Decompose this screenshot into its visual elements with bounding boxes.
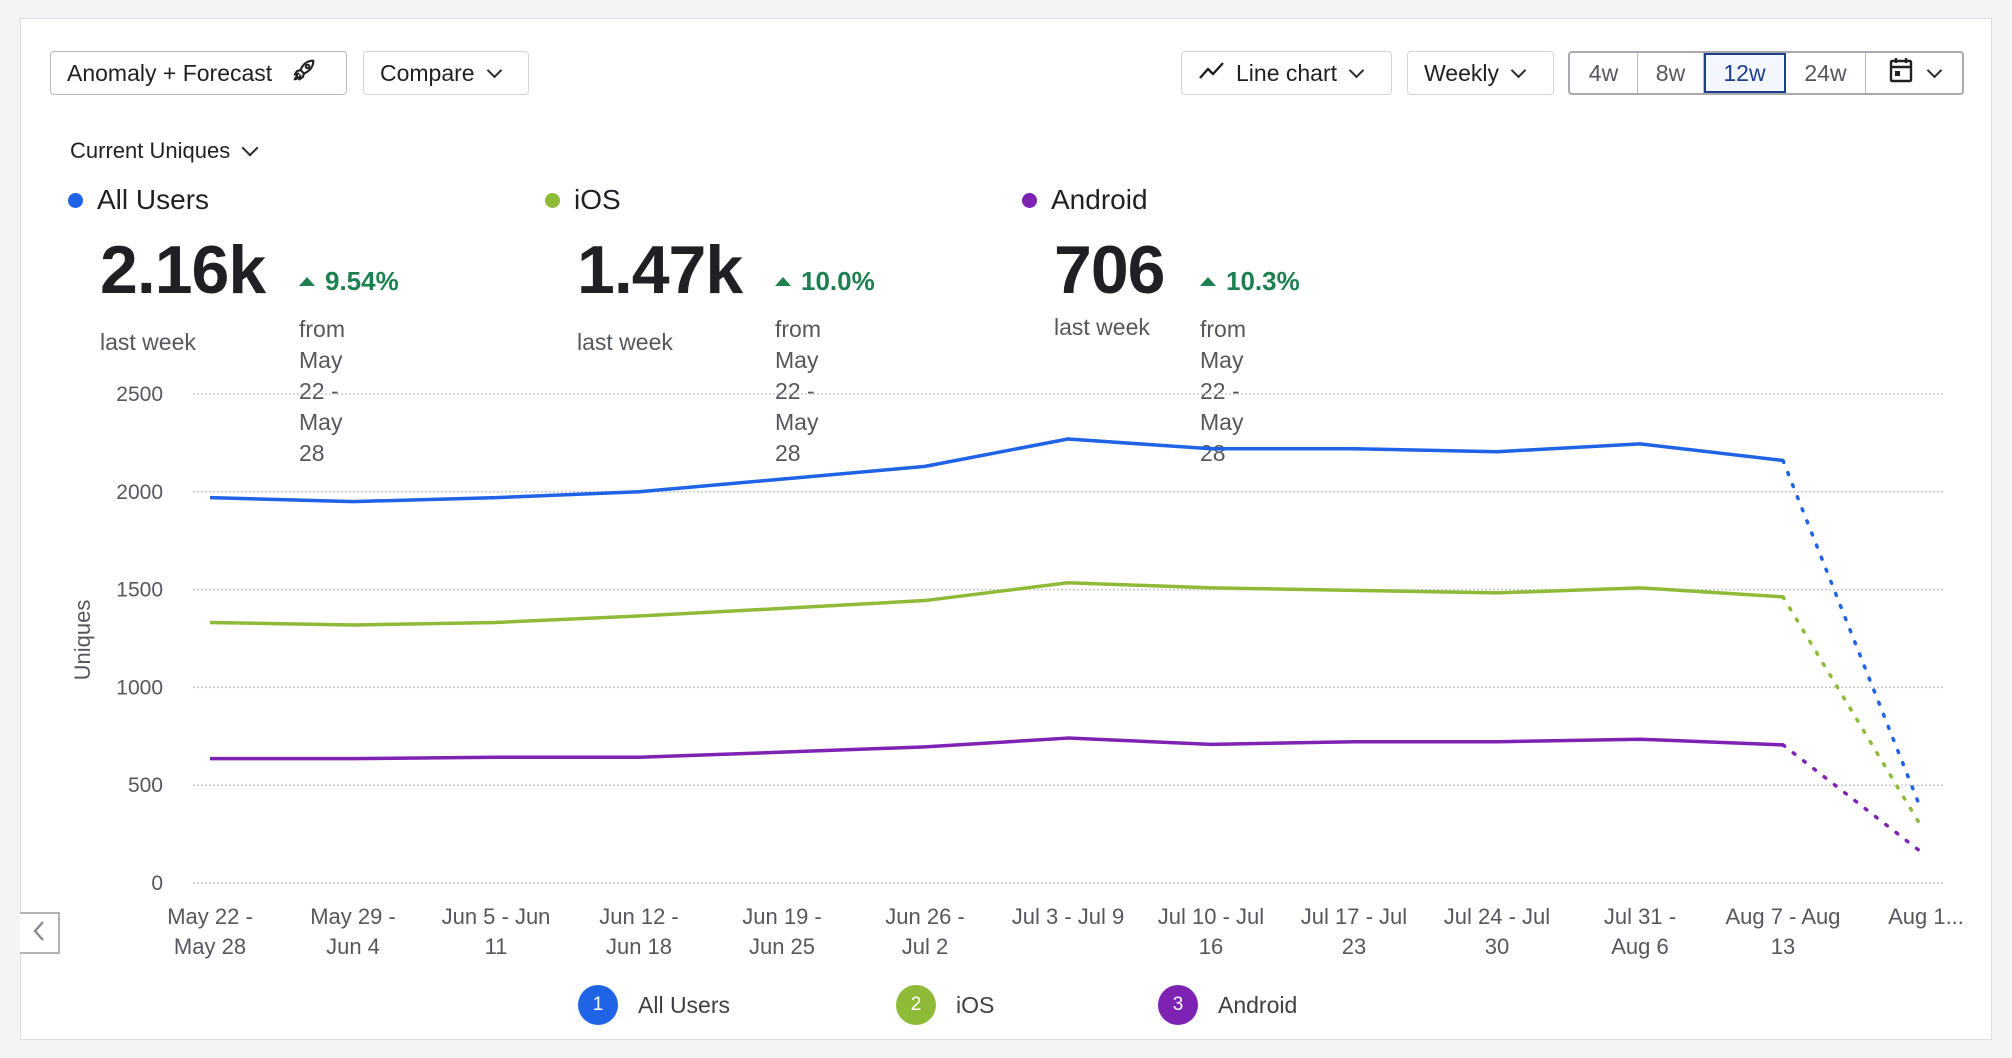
series-value: 1.47k bbox=[577, 232, 743, 308]
series-line-ios bbox=[209, 581, 1784, 627]
legend-item-ios[interactable]: 2 iOS bbox=[896, 985, 994, 1025]
interval-label: Weekly bbox=[1424, 59, 1499, 86]
y-tick-label: 2000 bbox=[116, 481, 163, 504]
series-delta: 9.54% bbox=[299, 266, 399, 297]
legend-badge: 1 bbox=[578, 985, 618, 1025]
series-period: last week bbox=[1054, 314, 1150, 340]
x-tick-label: Jul 17 - Jul bbox=[1301, 904, 1407, 929]
x-tick-label: Aug 7 - Aug bbox=[1726, 904, 1841, 929]
forecast-line-all-users bbox=[1781, 458, 1922, 809]
collapse-panel-button[interactable] bbox=[20, 912, 60, 954]
chart-type-dropdown[interactable]: Line chart bbox=[1181, 51, 1392, 95]
series-color-dot bbox=[545, 192, 560, 208]
series-comparison-period: from May 22 - May 28 bbox=[299, 316, 345, 466]
forecast-line-android bbox=[1781, 743, 1922, 853]
chart-type-label: Line chart bbox=[1236, 59, 1338, 86]
x-tick-label: May 28 bbox=[174, 934, 246, 959]
x-tick-label: Jun 4 bbox=[326, 934, 380, 959]
compare-dropdown[interactable]: Compare bbox=[363, 51, 529, 95]
chevron-left-icon bbox=[32, 920, 46, 947]
interval-dropdown[interactable]: Weekly bbox=[1407, 51, 1554, 95]
series-color-dot bbox=[1022, 192, 1037, 208]
x-tick-label: Jul 2 bbox=[902, 934, 948, 959]
calendar-icon bbox=[1889, 57, 1913, 89]
y-tick-label: 500 bbox=[128, 774, 163, 797]
date-range-selector: 4w 8w 12w 24w bbox=[1568, 51, 1964, 95]
compare-label: Compare bbox=[380, 59, 475, 86]
legend-badge: 3 bbox=[1158, 985, 1198, 1025]
series-value: 2.16k bbox=[100, 232, 266, 308]
trend-up-icon bbox=[775, 277, 791, 286]
y-tick-label: 0 bbox=[151, 872, 163, 895]
x-tick-label: Jul 3 - Jul 9 bbox=[1012, 904, 1125, 929]
series-line-android bbox=[210, 736, 1784, 761]
x-tick-label: Aug 6 bbox=[1611, 934, 1669, 959]
x-tick-label: Jun 12 - bbox=[599, 904, 679, 929]
legend-label: Android bbox=[1218, 991, 1298, 1018]
series-value: 706 bbox=[1054, 232, 1165, 308]
x-tick-label: Jun 19 - bbox=[742, 904, 822, 929]
legend-label: All Users bbox=[638, 991, 731, 1018]
x-tick-label: Jun 18 bbox=[606, 934, 672, 959]
series-period: last week bbox=[577, 329, 673, 355]
series-comparison-period: from May 22 - May 28 bbox=[1200, 316, 1246, 466]
range-8w[interactable]: 8w bbox=[1638, 53, 1704, 93]
series-name: All Users bbox=[68, 184, 209, 216]
forecast-line-ios bbox=[1781, 595, 1922, 827]
x-tick-label: 11 bbox=[485, 934, 508, 959]
range-4w[interactable]: 4w bbox=[1570, 53, 1638, 93]
y-axis-label: Uniques bbox=[70, 600, 95, 681]
range-24w[interactable]: 24w bbox=[1786, 53, 1866, 93]
range-12w[interactable]: 12w bbox=[1704, 53, 1786, 93]
x-tick-label: Jun 5 - Jun bbox=[442, 904, 551, 929]
rocket-icon bbox=[290, 56, 318, 90]
x-tick-label: Jun 25 bbox=[749, 934, 815, 959]
custom-date-dropdown[interactable] bbox=[1866, 53, 1962, 93]
series-line-all-users bbox=[209, 437, 1784, 504]
series-color-dot bbox=[68, 192, 83, 208]
x-tick-label: 13 bbox=[1771, 934, 1795, 959]
x-tick-label: Aug 1... bbox=[1888, 904, 1964, 929]
series-delta: 10.3% bbox=[1200, 266, 1300, 297]
legend-item-android[interactable]: 3 Android bbox=[1158, 985, 1297, 1025]
x-tick-label: 30 bbox=[1485, 934, 1509, 959]
series-name: Android bbox=[1022, 184, 1148, 216]
x-tick-label: Jul 10 - Jul bbox=[1158, 904, 1264, 929]
series-delta: 10.0% bbox=[775, 266, 875, 297]
series-name: iOS bbox=[545, 184, 621, 216]
x-tick-label: May 29 - bbox=[310, 904, 396, 929]
x-tick-label: 23 bbox=[1342, 934, 1366, 959]
series-period: last week bbox=[100, 329, 196, 355]
x-tick-label: May 22 - bbox=[167, 904, 253, 929]
chart-card bbox=[20, 18, 1992, 1040]
x-tick-label: 16 bbox=[1199, 934, 1223, 959]
legend-label: iOS bbox=[956, 991, 995, 1018]
x-tick-label: Jul 24 - Jul bbox=[1444, 904, 1550, 929]
y-tick-label: 1500 bbox=[116, 579, 163, 602]
x-tick-label: Jul 31 - bbox=[1604, 904, 1676, 929]
metric-selector[interactable]: Current Uniques bbox=[70, 138, 259, 164]
x-tick-label: Jun 26 - bbox=[885, 904, 965, 929]
y-tick-label: 2500 bbox=[116, 383, 163, 406]
trend-up-icon bbox=[1200, 277, 1216, 286]
anomaly-forecast-label: Anomaly + Forecast bbox=[67, 59, 273, 86]
y-tick-label: 1000 bbox=[116, 676, 163, 699]
line-chart-icon bbox=[1198, 59, 1226, 87]
metric-selector-label: Current Uniques bbox=[70, 138, 231, 163]
legend-item-all-users[interactable]: 1 All Users bbox=[578, 985, 730, 1025]
legend-badge: 2 bbox=[896, 985, 936, 1025]
anomaly-forecast-button[interactable]: Anomaly + Forecast bbox=[50, 51, 347, 95]
series-comparison-period: from May 22 - May 28 bbox=[775, 316, 821, 466]
trend-up-icon bbox=[299, 277, 315, 286]
